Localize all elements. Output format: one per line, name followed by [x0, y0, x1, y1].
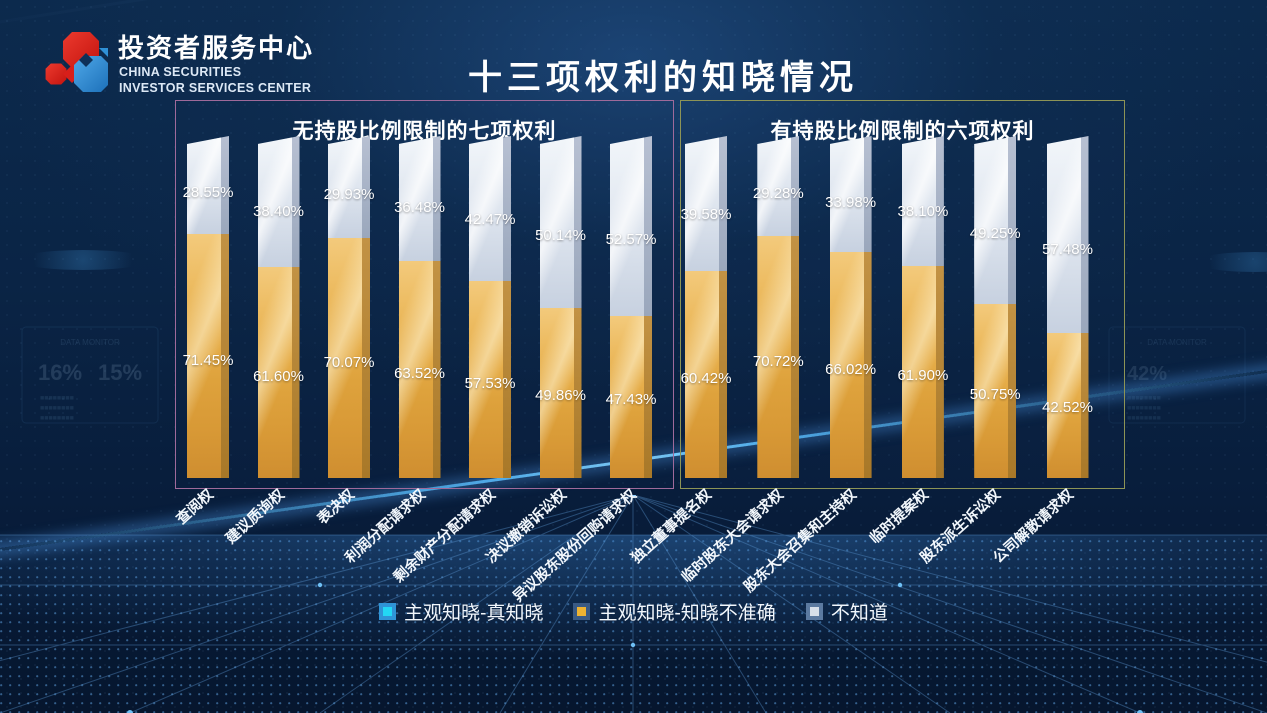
svg-text:DATA MONITOR: DATA MONITOR — [1147, 338, 1207, 347]
svg-text:■■■■■■■■: ■■■■■■■■ — [1127, 415, 1161, 422]
svg-text:■■■■■■■■: ■■■■■■■■ — [40, 395, 74, 402]
svg-text:16%: 16% — [38, 360, 82, 385]
svg-text:■■■■■■■■: ■■■■■■■■ — [40, 415, 74, 422]
svg-text:42%: 42% — [1127, 363, 1167, 385]
svg-text:15%: 15% — [98, 360, 142, 385]
svg-text:■■■■■■■■: ■■■■■■■■ — [40, 405, 74, 412]
svg-text:DATA MONITOR: DATA MONITOR — [60, 338, 120, 347]
svg-text:■■■■■■■■: ■■■■■■■■ — [1127, 395, 1161, 402]
svg-text:■■■■■■■■: ■■■■■■■■ — [1127, 405, 1161, 412]
